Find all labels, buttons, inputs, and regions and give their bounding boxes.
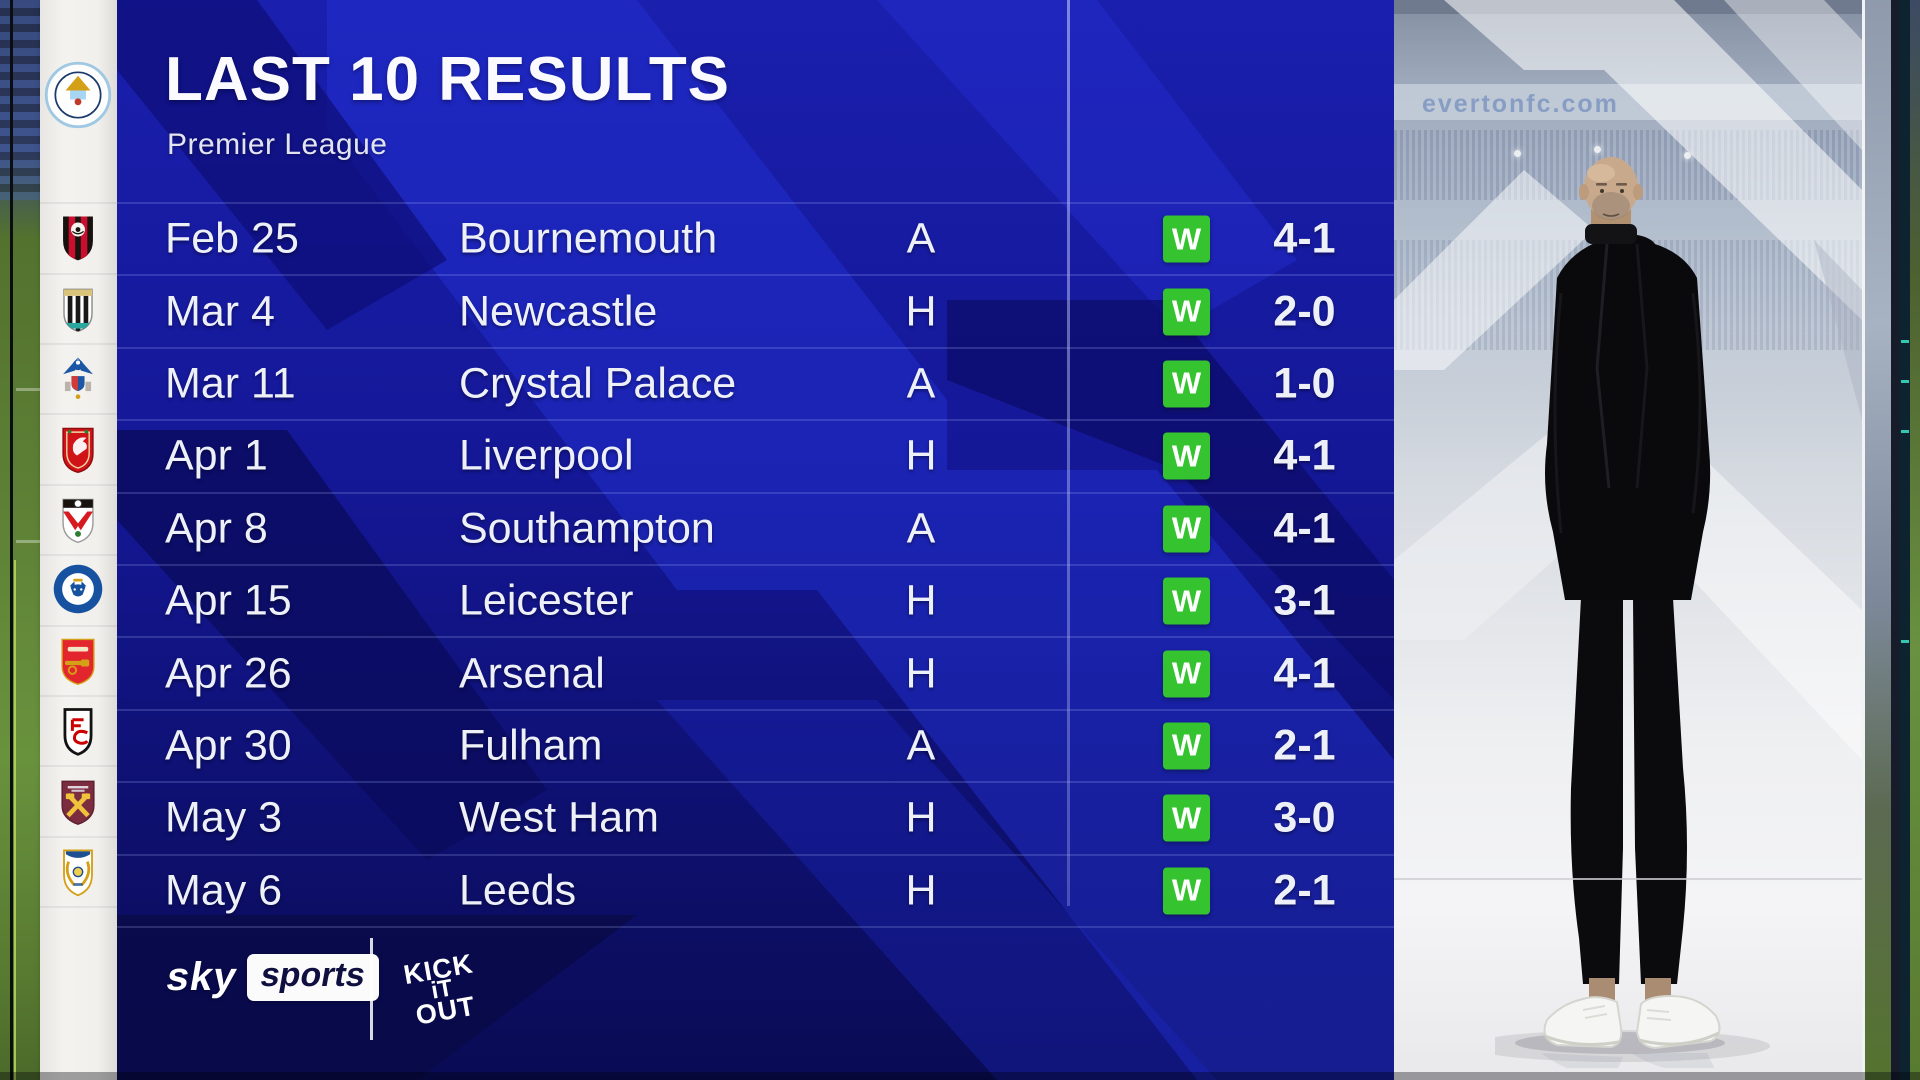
scoreboard-sliver [1900, 0, 1910, 1080]
home-away-flag: H [905, 793, 937, 842]
crest-leeds-icon [63, 849, 93, 897]
crest-liverpool-icon [62, 427, 94, 473]
sky-sports-logo: sky sports [163, 954, 379, 1001]
opponent-name: Liverpool [459, 431, 634, 480]
home-away-flag: H [905, 649, 937, 698]
crest-crystal-palace-icon [63, 357, 93, 399]
match-date: May 6 [165, 866, 283, 915]
opponent-name: Fulham [459, 721, 603, 770]
result-row: Apr 30 Fulham A W 2-1 [117, 708, 1394, 781]
club-crest-rail [40, 0, 117, 1080]
result-row: Apr 26 Arsenal H W 4-1 [117, 636, 1394, 708]
sports-wordmark-box: sports [246, 954, 379, 1001]
home-away-flag: H [905, 866, 937, 915]
result-row: Mar 4 Newcastle H W 2-0 [117, 274, 1394, 346]
result-row: Feb 25 Bournemouth A W 4-1 [117, 202, 1394, 274]
sky-wordmark: sky [163, 955, 241, 999]
crest-southampton-icon [62, 498, 94, 544]
crest-arsenal-icon [61, 638, 95, 685]
match-date: Feb 25 [165, 214, 299, 263]
result-row: Apr 15 Leicester H W 3-1 [117, 563, 1394, 636]
crest-newcastle-icon [63, 288, 93, 333]
match-score: 4-1 [1273, 214, 1336, 263]
win-badge: W [1163, 577, 1210, 625]
manager-photo-panel: evertonfc.com [1394, 0, 1862, 1080]
results-panel: LAST 10 RESULTS Premier League Feb 25 Bo… [117, 0, 1394, 1080]
page-title: LAST 10 RESULTS [165, 45, 731, 114]
results-table: Feb 25 Bournemouth A W 4-1 Mar 4 Newcast… [117, 202, 1394, 928]
crest-bournemouth-icon [63, 216, 93, 261]
stand-seats-texture [0, 0, 40, 200]
home-away-flag: A [906, 214, 936, 263]
match-date: Apr 1 [165, 431, 268, 480]
opponent-name: Newcastle [459, 287, 658, 336]
pitch-backdrop-right [1862, 0, 1920, 1080]
floor-seam [1394, 878, 1862, 880]
match-score: 2-0 [1273, 287, 1336, 336]
win-badge: W [1163, 722, 1210, 770]
home-away-flag: H [905, 287, 937, 336]
home-away-flag: A [906, 359, 936, 408]
win-badge: W [1163, 215, 1210, 263]
opponent-name: Crystal Palace [459, 359, 737, 408]
opponent-name: Leicester [459, 576, 634, 625]
opponent-name: Southampton [459, 504, 715, 553]
home-away-flag: A [906, 504, 936, 553]
result-row: Apr 1 Liverpool H W 4-1 [117, 419, 1394, 491]
result-row: May 3 West Ham H W 3-0 [117, 781, 1394, 853]
match-date: May 3 [165, 793, 283, 842]
match-score: 1-0 [1273, 359, 1336, 408]
crest-west-ham-icon [61, 780, 95, 826]
opponent-name: Arsenal [459, 649, 605, 698]
home-away-flag: H [905, 431, 937, 480]
win-badge: W [1163, 288, 1210, 336]
match-date: Apr 26 [165, 649, 292, 698]
logo-divider [370, 938, 373, 1040]
frame-bottom-shade [0, 1072, 1920, 1080]
kick-it-out-logo: KICK iT OUT [401, 948, 478, 1031]
stadium-watermark: evertonfc.com [1422, 90, 1619, 118]
crest-manchester-city-icon [44, 61, 112, 129]
match-date: Apr 15 [165, 576, 292, 625]
match-score: 3-1 [1273, 576, 1336, 625]
pep-guardiola-figure [1495, 157, 1770, 1068]
crest-leicester-icon [53, 564, 103, 614]
result-row: Mar 11 Crystal Palace A W 1-0 [117, 346, 1394, 419]
table-vertical-divider [1067, 0, 1070, 906]
home-away-flag: H [905, 576, 937, 625]
result-row: May 6 Leeds H W 2-1 [117, 853, 1394, 928]
crest-fulham-icon [63, 708, 93, 756]
opponent-name: Leeds [459, 866, 577, 915]
pitch-backdrop-left [0, 0, 40, 1080]
page-subtitle: Premier League [167, 128, 388, 161]
match-score: 2-1 [1273, 721, 1336, 770]
match-score: 2-1 [1273, 866, 1336, 915]
result-row: Apr 8 Southampton A W 4-1 [117, 491, 1394, 564]
match-score: 4-1 [1273, 649, 1336, 698]
win-badge: W [1163, 505, 1210, 553]
match-date: Mar 4 [165, 287, 275, 336]
broadcaster-footer: sky sports KICK iT OUT [117, 906, 1394, 1080]
opponent-name: Bournemouth [459, 214, 718, 263]
match-date: Apr 30 [165, 721, 292, 770]
match-score: 4-1 [1273, 504, 1336, 553]
match-score: 3-0 [1273, 793, 1336, 842]
win-badge: W [1163, 360, 1210, 408]
win-badge: W [1163, 650, 1210, 698]
match-score: 4-1 [1273, 431, 1336, 480]
win-badge: W [1163, 794, 1210, 842]
win-badge: W [1163, 867, 1210, 915]
home-away-flag: A [906, 721, 936, 770]
win-badge: W [1163, 432, 1210, 480]
match-date: Apr 8 [165, 504, 268, 553]
match-date: Mar 11 [165, 359, 296, 408]
opponent-name: West Ham [459, 793, 659, 842]
